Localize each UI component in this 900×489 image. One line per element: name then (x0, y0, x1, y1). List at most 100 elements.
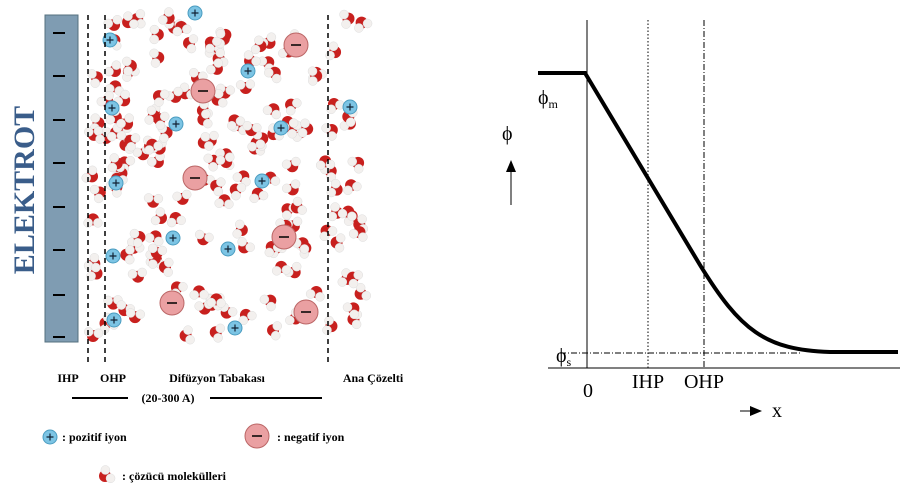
hydrogen (150, 58, 161, 68)
solvent-molecule (170, 281, 188, 298)
hydrogen (262, 105, 273, 116)
plus (172, 120, 180, 128)
hydrogen (238, 315, 249, 326)
x-axis-label: x (772, 400, 782, 422)
hydrogen (324, 315, 334, 326)
hydrogen (116, 118, 126, 129)
symbol: ϕ (556, 345, 567, 367)
solvent-molecule (262, 103, 282, 120)
solvent-molecule (342, 302, 360, 320)
hydrogen (291, 261, 302, 272)
solvent-molecule (122, 11, 139, 29)
hydrogen (120, 89, 130, 100)
hydrogen (209, 130, 219, 141)
plus (244, 67, 252, 75)
solvent-molecule (290, 196, 307, 215)
hydrogen (337, 277, 348, 287)
hydrogen (270, 176, 281, 186)
hydrogen (125, 155, 136, 166)
hydrogen (235, 80, 246, 90)
solvent-molecule (149, 48, 165, 68)
hydrogen (315, 160, 326, 171)
hydrogen (93, 193, 104, 204)
phi-s: ϕs (556, 345, 572, 369)
hydrogen (285, 315, 295, 326)
hydrogen (232, 172, 243, 182)
hydrogen (90, 113, 101, 123)
hydrogen (203, 153, 213, 164)
hydrogen (264, 247, 275, 258)
plus (112, 179, 120, 187)
solvent-molecule (99, 465, 116, 484)
hydrogen (194, 301, 204, 311)
hydrogen (297, 205, 307, 215)
hydrogen (351, 319, 362, 330)
solvent-molecule (172, 20, 192, 37)
hydrogen (292, 216, 303, 227)
hydrogen (231, 190, 241, 201)
ihp-label: IHP (632, 371, 664, 393)
hydrogen (111, 60, 122, 70)
solvent-molecule (189, 285, 209, 300)
hydrogen (343, 185, 353, 196)
hydrogen (123, 66, 133, 76)
solvent-molecule (326, 97, 345, 115)
hydrogen (325, 50, 335, 61)
hydrogen (259, 294, 270, 305)
hydrogen (181, 189, 192, 200)
hydrogen (308, 76, 318, 86)
solvent-molecule (116, 113, 134, 130)
solvent-molecule (307, 66, 323, 86)
hydrogen (245, 242, 255, 253)
solvent-molecule (249, 187, 269, 204)
hydrogen (216, 177, 226, 187)
hydrogen (236, 182, 247, 193)
hydrogen (204, 232, 214, 243)
hydrogen (292, 196, 303, 207)
solvent-molecule (237, 237, 255, 254)
solvent-molecule (206, 58, 224, 75)
hydrogen (194, 229, 205, 240)
solvent-molecule (315, 155, 336, 171)
solvent-molecule (166, 212, 186, 228)
planes (87, 15, 329, 365)
hydrogen (163, 267, 173, 277)
plus (231, 324, 239, 332)
plus (169, 234, 177, 242)
hydrogen (116, 300, 127, 310)
hydrogen (206, 297, 217, 308)
hydrogen (264, 67, 274, 78)
hydrogen (126, 141, 136, 152)
hydrogen (353, 270, 364, 280)
solvent-molecule (346, 270, 364, 289)
hydrogen (107, 162, 118, 173)
solvent-molecule (129, 228, 146, 248)
bulk-label: Ana Çözelti (343, 371, 404, 385)
solvent-molecule (150, 207, 167, 226)
solvent-molecule (319, 224, 338, 242)
solvent-molecule (322, 315, 338, 335)
hydrogen (345, 117, 356, 127)
hydrogen (349, 309, 359, 320)
hydrogen (185, 334, 195, 345)
hydrogen (214, 198, 224, 208)
solvent-molecule (158, 257, 174, 277)
solvent-molecule (83, 213, 103, 228)
hydrogen (281, 183, 292, 194)
solvent-molecule (267, 321, 283, 341)
hydrogen (297, 128, 308, 138)
solvent-molecule (153, 111, 170, 130)
hydrogen (287, 128, 297, 139)
hydrogen (199, 289, 209, 300)
hydrogen (217, 97, 228, 108)
plus (258, 177, 266, 185)
phi-axis-label: ϕ (502, 123, 513, 145)
hydrogen (87, 165, 98, 176)
solvent-molecule (232, 219, 248, 239)
solvent-molecule (211, 89, 228, 108)
hydrogen (201, 109, 211, 119)
solvent-molecule (264, 66, 282, 84)
hydrogen (225, 152, 235, 162)
solvent-molecule (291, 237, 310, 254)
plus (191, 9, 199, 17)
